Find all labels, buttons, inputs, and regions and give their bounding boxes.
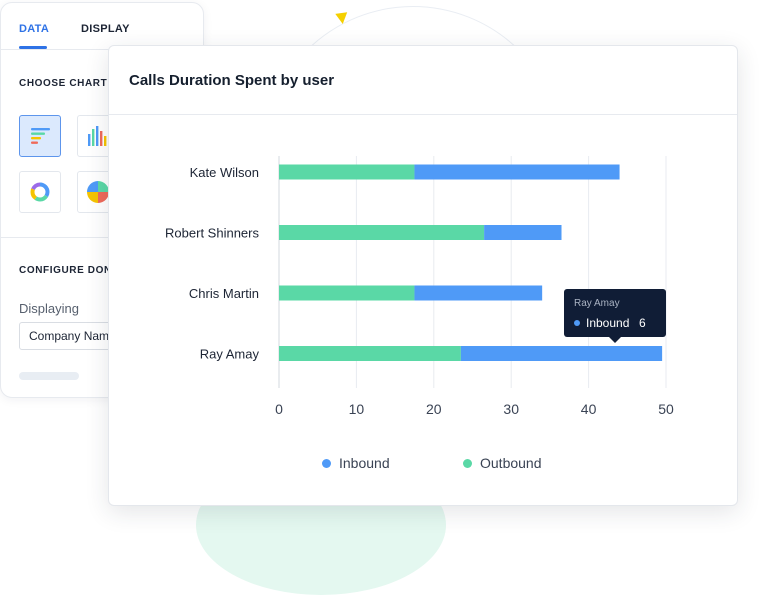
- category-label: Kate Wilson: [190, 165, 259, 180]
- donut-chart-icon: [30, 182, 50, 202]
- chart-card: Calls Duration Spent by user 0 10 20 30 40 50…: [108, 45, 738, 506]
- legend-label-outbound: Outbound: [480, 455, 542, 471]
- active-tab-indicator: [19, 46, 47, 49]
- bar-inbound: [460, 346, 663, 361]
- bar-outbound: [279, 164, 415, 180]
- tooltip-name: Ray Amay: [574, 298, 620, 309]
- displaying-label: Displaying: [19, 301, 79, 316]
- tooltip-series-dot: [574, 320, 580, 326]
- category-label: Ray Amay: [200, 347, 260, 362]
- chart-option-horizontal-bar[interactable]: [19, 115, 61, 157]
- x-tick-label: 50: [658, 401, 674, 417]
- category-label: Chris Martin: [189, 286, 259, 301]
- bar-inbound: [414, 164, 620, 180]
- skeleton-placeholder: [19, 372, 79, 380]
- category-label: Robert Shinners: [165, 226, 259, 241]
- bar-outbound: [279, 225, 485, 240]
- card-divider: [109, 114, 737, 115]
- configure-title: CONFIGURE DON: [19, 265, 112, 276]
- x-tick-label: 30: [503, 401, 519, 417]
- tooltip-value: 6: [639, 316, 646, 330]
- background-triangle: [335, 12, 349, 25]
- tooltip-series: Inbound: [586, 316, 630, 330]
- legend-label-inbound: Inbound: [339, 455, 390, 471]
- chart-tooltip: Ray Amay Inbound 6: [564, 289, 666, 343]
- tab-data[interactable]: DATA: [19, 23, 50, 35]
- bar-chart: 0 10 20 30 40 50 Kate Wilson Robert Shinners Chr…: [165, 156, 674, 417]
- choose-chart-title: CHOOSE CHART: [19, 78, 108, 89]
- x-tick-label: 0: [275, 401, 283, 417]
- x-tick-label: 20: [426, 401, 442, 417]
- chart-option-donut[interactable]: [19, 171, 61, 213]
- tab-display[interactable]: DISPLAY: [81, 23, 130, 35]
- card-title: Calls Duration Spent by user: [129, 72, 335, 89]
- section-divider: [1, 237, 203, 238]
- legend-dot-outbound: [463, 459, 472, 468]
- x-tick-label: 10: [349, 401, 365, 417]
- displaying-select-value: Company Nam: [29, 329, 110, 343]
- bar-outbound: [279, 346, 461, 361]
- bar-outbound: [279, 285, 415, 301]
- config-tabs: DATA DISPLAY: [1, 3, 203, 50]
- bar-inbound: [414, 285, 543, 301]
- legend-dot-inbound: [322, 459, 331, 468]
- horizontal-bar-chart-icon: [31, 128, 50, 144]
- x-tick-label: 40: [581, 401, 597, 417]
- pie-chart-icon: [87, 181, 109, 203]
- bar-inbound: [484, 225, 562, 240]
